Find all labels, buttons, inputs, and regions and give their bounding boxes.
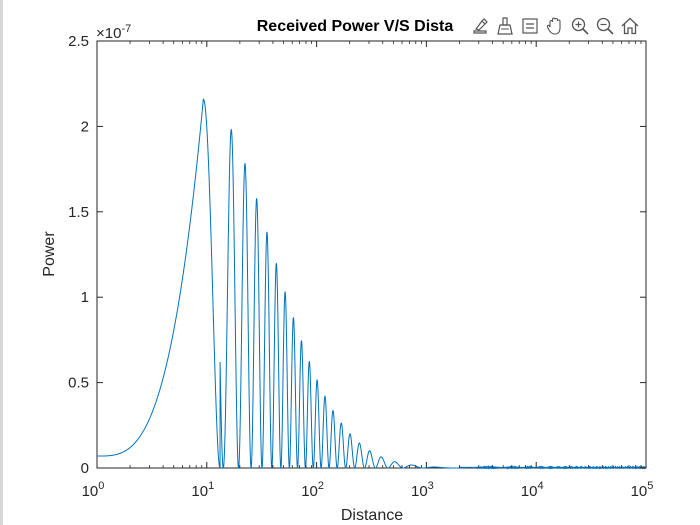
datatip-button[interactable] [519,15,541,37]
y-exponent-power: -7 [121,23,131,35]
pan-button[interactable] [544,15,566,37]
y-tick-label: 1 [81,289,89,306]
y-tick-label: 0.5 [68,375,89,392]
plot-area[interactable] [96,40,647,469]
brush-button[interactable] [494,15,516,37]
pan-hand-icon [546,17,561,35]
y-exponent-base: ×10 [96,25,121,42]
export-button[interactable] [469,15,491,37]
axes-box [96,40,647,469]
y-axis-exponent: ×10-7 [96,23,131,42]
zoom-in-button[interactable] [569,15,591,37]
x-tick-label: 101 [191,480,214,500]
x-tick-label: 102 [301,480,324,500]
x-tick-label: 105 [631,480,654,500]
x-axis-ticks: 100 101 102 103 104 105 [82,41,654,500]
power-curve-group [97,98,647,470]
y-tick-label: 0 [81,460,89,477]
x-axis-label: Distance [341,507,403,524]
zoom-in-icon [571,17,589,35]
y-axis-ticks: 0 0.5 1 1.5 2 2.5 [68,33,646,477]
zoom-out-icon [596,17,614,35]
y-axis-label: Power [41,231,58,277]
brush-icon [497,17,513,35]
home-button[interactable] [619,15,641,37]
export-icon [473,18,488,34]
power-curve-line [97,98,647,470]
y-tick-label: 2 [81,118,89,135]
y-tick-label: 2.5 [68,33,89,50]
home-icon [621,17,639,35]
datatip-icon [522,18,538,34]
chart-title: Received Power V/S Dista [257,18,454,35]
axes-toolbar [469,14,641,38]
x-tick-label: 104 [521,480,544,500]
zoom-out-button[interactable] [594,15,616,37]
x-tick-label: 100 [82,480,105,500]
chart: 100 101 102 103 104 105 0 0.5 1 1.5 2 2.5 Received… [41,18,654,524]
y-tick-label: 1.5 [68,204,89,221]
x-tick-label: 103 [411,480,434,500]
